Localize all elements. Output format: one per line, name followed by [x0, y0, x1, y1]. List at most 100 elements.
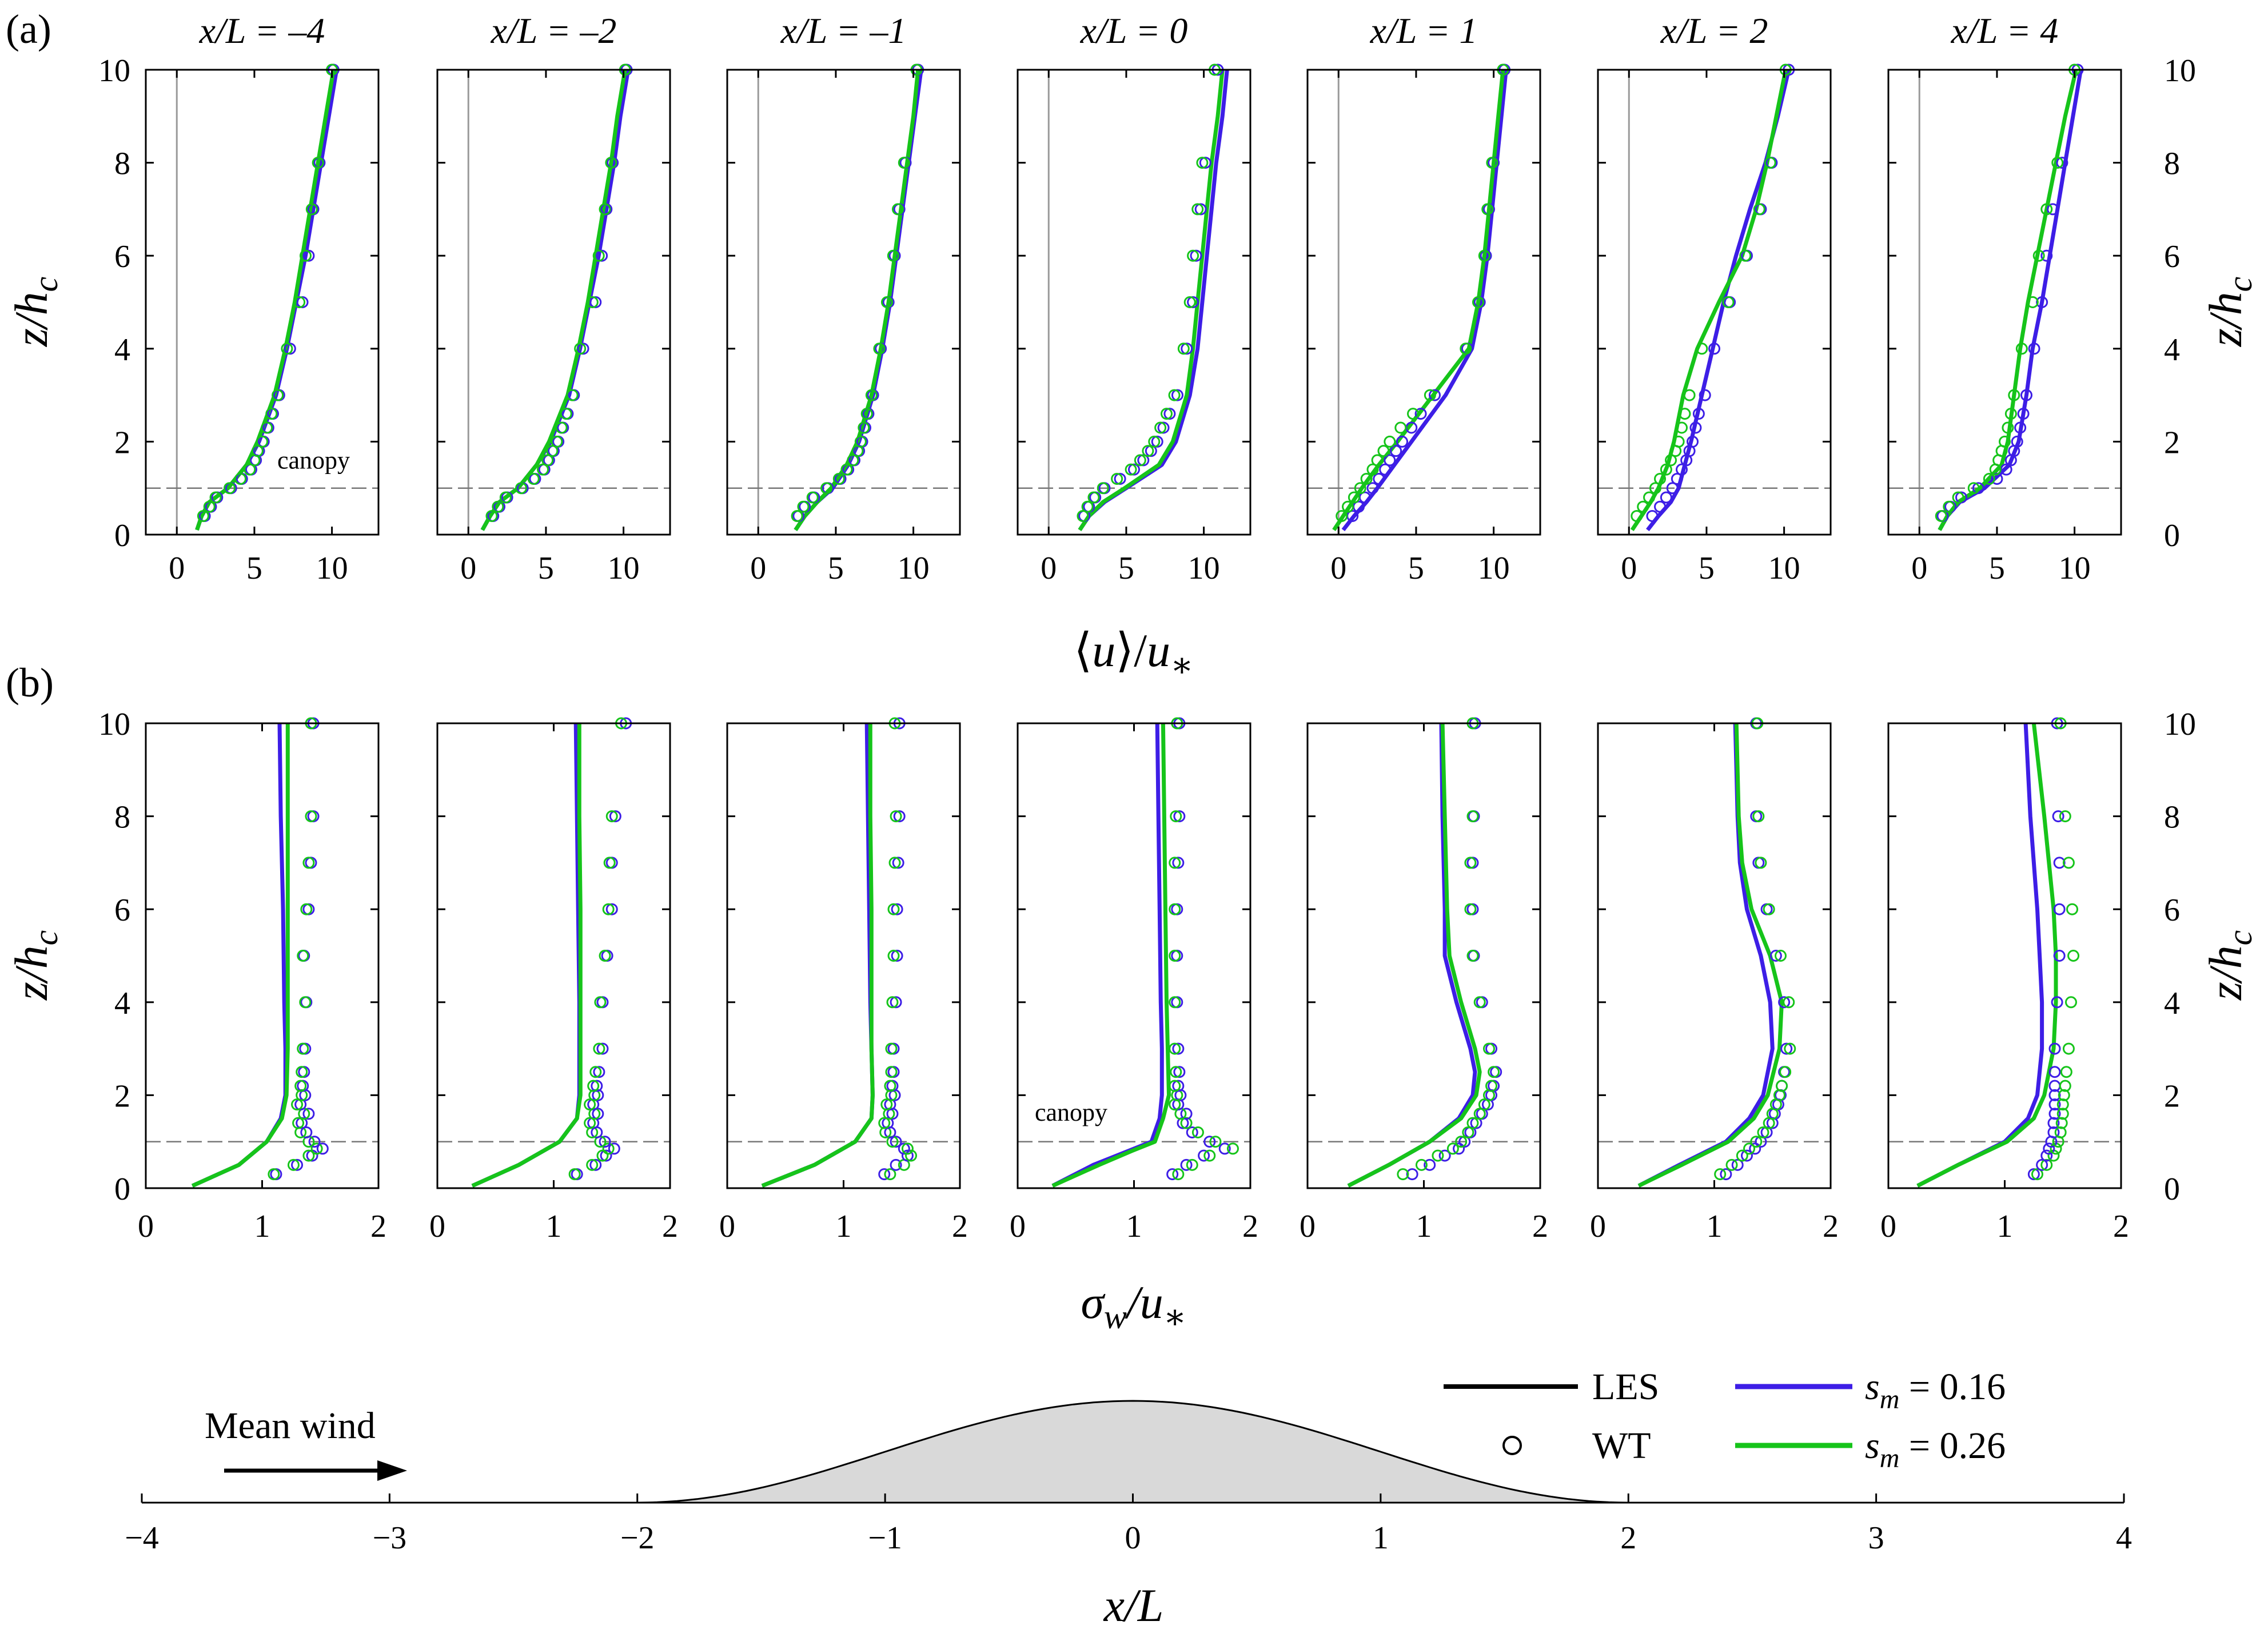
y-tick-label-left: 10	[98, 53, 130, 89]
x-tick-label: 10	[316, 551, 348, 586]
wt-point-sm026	[1111, 472, 1123, 485]
wt-point-sm026	[605, 810, 618, 823]
y-tick-label-right: 8	[2164, 800, 2180, 835]
series-les-sm026	[1078, 69, 1225, 531]
series-les-sm026	[1938, 69, 2078, 531]
panel-a: canopy 0 5 10 x/L = –4 0 5 10 x/L = –2 0 5 10 x/L = …	[98, 10, 2196, 586]
station-title: x/L = 0	[1080, 10, 1188, 51]
wt-point-sm016	[1180, 1158, 1193, 1171]
y-tick-label-left: 10	[98, 707, 130, 742]
wt-point-sm026	[587, 1080, 600, 1092]
wt-point-sm026	[2051, 157, 2064, 169]
wt-point-sm026	[2026, 296, 2039, 308]
wt-point-sm016	[596, 249, 608, 262]
wt-point-sm026	[1455, 1136, 1468, 1148]
wt-point-sm016	[609, 810, 621, 823]
y-tick-label-right: 8	[2164, 146, 2180, 182]
svg-text:z/hc: z/hc	[5, 277, 65, 347]
wt-point-sm026	[878, 1117, 891, 1129]
wt-point-sm026	[1226, 1142, 1239, 1155]
axes-frame	[1597, 722, 1832, 1189]
wt-point-sm016	[1424, 1158, 1436, 1171]
wt-point-sm026	[1486, 157, 1498, 169]
series-les-sm026	[191, 723, 290, 1188]
wt-point-sm016	[1731, 1158, 1744, 1171]
x-tick-label: 0	[138, 1209, 154, 1244]
wt-point-sm026	[891, 203, 904, 216]
wt-point-sm016	[2052, 810, 2064, 823]
y-tick-label-right: 0	[2164, 518, 2180, 553]
wt-point-sm026	[593, 1042, 605, 1055]
x-tick-label: 10	[1188, 551, 1220, 586]
wt-point-sm026	[832, 472, 845, 485]
wt-point-sm026	[901, 1142, 914, 1155]
y-tick-label-right: 2	[2164, 1078, 2180, 1114]
wt-point-sm016	[1172, 857, 1185, 869]
wt-point-sm016	[2040, 249, 2053, 262]
wt-point-sm026	[1172, 1168, 1185, 1181]
x-tick-label: 0	[750, 551, 766, 586]
wt-point-sm016	[1187, 296, 1199, 308]
x-tick-label: 10	[1478, 551, 1510, 586]
wt-point-sm026	[1481, 203, 1494, 216]
x-tick-label: 2	[1242, 1209, 1258, 1244]
wt-point-sm026	[555, 421, 568, 434]
wt-point-sm026	[1377, 445, 1390, 457]
wt-point-sm016	[1137, 454, 1150, 467]
x-tick-label: 0	[1010, 1209, 1026, 1244]
y-tick-label-left: 2	[114, 1078, 130, 1114]
wt-point-sm026	[594, 996, 607, 1009]
wt-point-sm026	[599, 950, 611, 962]
x-tick-label: 5	[828, 551, 844, 586]
wt-point-sm026	[865, 389, 878, 401]
axes-frame	[145, 69, 380, 536]
wt-point-sm026	[1736, 1149, 1748, 1162]
wt-point-sm026	[302, 1149, 315, 1162]
series-les-sm016	[480, 69, 631, 531]
wt-point-sm026	[1087, 491, 1100, 504]
wt-point-sm026	[584, 1117, 596, 1129]
axes-frame	[1887, 722, 2122, 1189]
hill-tick-label: 2	[1620, 1520, 1636, 1556]
wt-point-sm026	[1186, 1158, 1198, 1171]
wt-point-sm026	[1967, 482, 1980, 495]
wt-point-sm016	[1396, 435, 1409, 448]
wt-point-sm016	[1199, 157, 1211, 169]
wt-point-sm016	[898, 1142, 910, 1155]
wt-point-sm026	[1191, 203, 1204, 216]
wt-point-sm026	[281, 342, 293, 355]
wt-point-sm016	[1749, 1142, 1761, 1155]
wt-point-sm026	[1464, 903, 1477, 915]
wt-point-sm026	[1415, 1158, 1428, 1171]
wt-point-sm016	[890, 996, 902, 1009]
wt-point-sm016	[589, 1158, 602, 1171]
series-les-sm026	[1347, 723, 1482, 1188]
wt-point-sm026	[1764, 157, 1776, 169]
wt-point-sm016	[2047, 1126, 2060, 1138]
wt-point-sm016	[284, 342, 296, 355]
wt-point-sm026	[854, 435, 867, 448]
wt-point-sm026	[1371, 454, 1384, 467]
wt-point-sm026	[1660, 463, 1672, 476]
axes-frame	[726, 69, 961, 536]
wt-point-sm016	[1740, 1149, 1753, 1162]
wt-point-sm016	[1676, 463, 1688, 476]
y-tick-label-left: 0	[114, 518, 130, 553]
wt-point-sm026	[1683, 389, 1696, 401]
y-tick-label-left: 4	[114, 986, 130, 1021]
wt-point-sm016	[891, 903, 903, 915]
wt-point-sm016	[2048, 1042, 2061, 1055]
hill-tick-label: −4	[125, 1520, 159, 1556]
panel-b-letter: (b)	[6, 660, 54, 706]
wt-point-sm026	[492, 500, 504, 513]
wt-point-sm026	[546, 445, 559, 457]
wt-point-sm026	[584, 1098, 596, 1111]
wt-point-sm026	[1739, 249, 1752, 262]
x-tick-label: 2	[662, 1209, 678, 1244]
hill-tick-label: −3	[373, 1520, 407, 1556]
wt-point-sm026	[791, 509, 803, 522]
wt-point-sm026	[905, 1149, 918, 1162]
wt-point-sm016	[1198, 1149, 1210, 1162]
wt-point-sm026	[256, 435, 268, 448]
